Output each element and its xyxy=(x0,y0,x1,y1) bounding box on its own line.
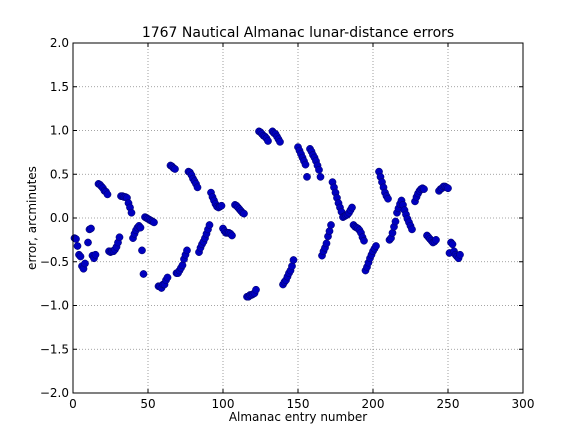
data-point xyxy=(316,173,325,181)
data-point xyxy=(84,238,92,247)
data-points xyxy=(70,127,464,301)
data-point xyxy=(432,236,440,244)
data-point xyxy=(391,217,400,226)
data-point xyxy=(91,250,100,259)
data-point xyxy=(444,184,452,193)
data-point xyxy=(171,165,179,173)
data-point xyxy=(76,252,85,261)
data-point xyxy=(217,201,226,210)
data-point xyxy=(205,221,214,229)
data-point xyxy=(136,223,145,232)
data-point xyxy=(138,246,146,255)
data-point xyxy=(103,190,112,199)
data-point xyxy=(183,246,191,255)
data-point xyxy=(127,208,136,217)
grid-lines xyxy=(73,43,523,393)
data-point xyxy=(276,138,284,146)
data-point xyxy=(420,185,428,193)
y-tick-label: −1.0 xyxy=(40,299,69,313)
data-point xyxy=(264,137,272,145)
data-point xyxy=(240,209,248,218)
x-tick-label: 250 xyxy=(437,397,460,411)
data-point xyxy=(372,242,380,250)
y-tick-label: −1.5 xyxy=(40,342,69,356)
data-point xyxy=(150,218,158,227)
data-point xyxy=(87,224,95,233)
y-tick-label: 0.0 xyxy=(50,211,69,225)
data-point xyxy=(115,233,124,242)
data-point xyxy=(81,259,89,268)
y-tick-label: 2.0 xyxy=(50,36,69,50)
y-axis-label: error, arcminutes xyxy=(25,166,39,270)
y-tick-label: 1.5 xyxy=(50,80,69,94)
y-tick-label: 0.5 xyxy=(50,167,69,181)
x-tick-label: 100 xyxy=(212,397,235,411)
chart-title: 1767 Nautical Almanac lunar-distance err… xyxy=(142,25,454,41)
data-point xyxy=(193,183,202,192)
data-point xyxy=(456,250,464,259)
data-point xyxy=(327,221,335,229)
axis-ticks: 0 50 100 150 200 250 300 −2.0 −1.5 −1.0 −0.5 0.0 0.5… xyxy=(40,36,535,411)
x-tick-label: 0 xyxy=(69,397,77,411)
data-point xyxy=(139,270,148,278)
y-tick-label: −2.0 xyxy=(40,386,69,400)
data-point xyxy=(360,236,368,245)
y-tick-label: −0.5 xyxy=(40,255,69,269)
data-point xyxy=(163,273,172,282)
data-point xyxy=(289,256,298,264)
x-tick-label: 200 xyxy=(362,397,385,411)
x-tick-label: 300 xyxy=(512,397,535,411)
data-point xyxy=(348,203,356,212)
x-tick-label: 50 xyxy=(140,397,155,411)
data-point xyxy=(228,231,236,240)
data-point xyxy=(322,239,331,248)
data-point xyxy=(315,166,323,174)
data-point xyxy=(448,240,457,249)
data-point xyxy=(408,225,416,234)
x-tick-label: 150 xyxy=(287,397,310,411)
data-point xyxy=(303,173,311,181)
data-point xyxy=(73,242,82,250)
data-point xyxy=(384,194,392,203)
data-point xyxy=(301,160,310,169)
x-axis-label: Almanac entry number xyxy=(229,410,367,424)
data-point xyxy=(252,285,260,294)
y-tick-label: 1.0 xyxy=(50,124,69,138)
